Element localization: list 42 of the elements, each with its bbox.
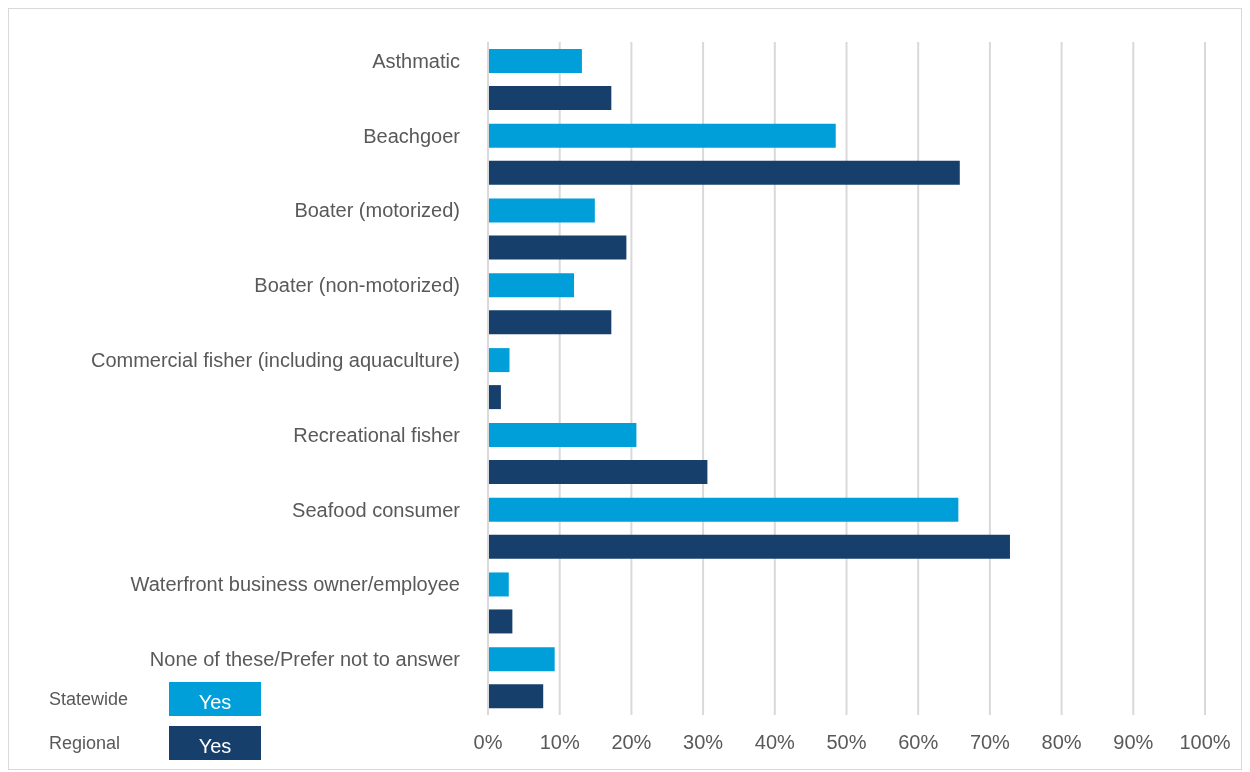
bar: [488, 572, 509, 597]
x-tick-label: 30%: [683, 731, 724, 754]
bar: [488, 647, 555, 672]
bar: [488, 198, 595, 223]
bar: [488, 160, 960, 185]
y-tick-label: Recreational fisher: [293, 423, 461, 446]
y-tick-label: Waterfront business owner/employee: [130, 573, 460, 596]
y-tick-label: Seafood consumer: [292, 498, 461, 521]
text: Statewide: [49, 688, 130, 710]
x-tick-label: 10%: [539, 731, 580, 754]
x-tick-label: 0%: [473, 731, 503, 754]
bar: [488, 497, 959, 522]
y-tick-label: None of these/Prefer not to answer: [149, 648, 461, 671]
text: Regional: [49, 732, 122, 754]
bar: [488, 684, 544, 709]
y-tick-label: Commercial fisher (including aquaculture): [90, 349, 460, 371]
text: Yes: [169, 726, 261, 760]
bar: [488, 235, 627, 260]
bar: [488, 534, 1010, 559]
bar: [488, 459, 708, 484]
x-tick-label: 70%: [969, 731, 1011, 754]
x-tick-label: 90%: [1113, 731, 1154, 754]
text: Yes: [169, 682, 261, 716]
bar: [488, 86, 612, 110]
bar: [488, 273, 575, 298]
bar: [488, 385, 501, 410]
bar: [488, 310, 612, 335]
x-tick-label: 60%: [898, 731, 939, 754]
x-tick-label: 40%: [754, 731, 796, 754]
bar: [488, 123, 836, 148]
y-tick-label: Boater (motorized): [294, 199, 460, 222]
bar: [488, 609, 513, 634]
y-tick-label: Boater (non-motorized): [254, 274, 460, 297]
bar: [488, 348, 510, 373]
x-tick-label: 80%: [1041, 731, 1082, 754]
y-tick-label: Beachgoer: [363, 124, 461, 147]
y-tick-label: Asthmatic: [372, 49, 460, 72]
x-tick-label: 20%: [611, 731, 652, 754]
bar: [488, 49, 582, 73]
x-tick-label: 50%: [826, 731, 867, 754]
x-tick-label: 100%: [1179, 731, 1231, 754]
bar: [488, 422, 637, 447]
